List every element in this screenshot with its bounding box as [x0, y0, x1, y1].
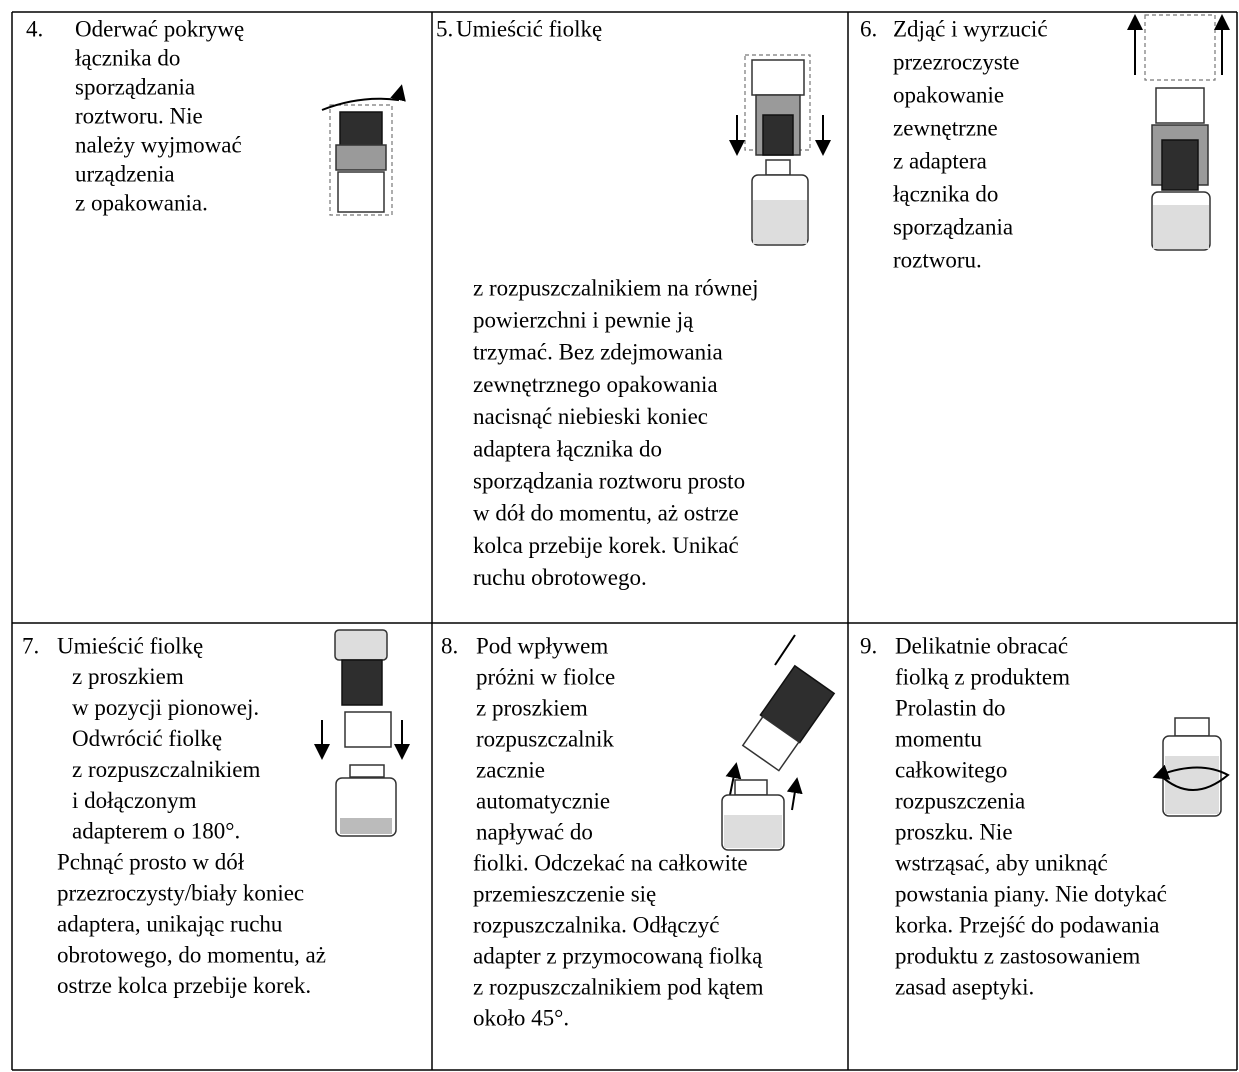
- step-text-line: zewnętrznego opakowania: [473, 372, 718, 397]
- step-text-line: urządzenia: [75, 161, 175, 186]
- step-text-line: Oderwać pokrywę: [75, 16, 244, 41]
- illustration-5: [729, 54, 831, 246]
- step-text-line: Pod wpływem: [476, 633, 608, 658]
- illustration-6: [1127, 14, 1230, 251]
- step-number: 4.: [26, 16, 43, 41]
- step-text-line: próżni w fiolce: [476, 664, 615, 689]
- illustration-4: [321, 84, 406, 216]
- step-text-line: sporządzania: [75, 74, 195, 99]
- step-text-line: zewnętrzne: [893, 115, 998, 140]
- step-text-line: korka. Przejść do podawania: [895, 912, 1159, 937]
- step-text-line: powierzchni i pewnie ją: [473, 307, 694, 332]
- step-text-line: przemieszczenie się: [473, 881, 656, 906]
- step-text-line: i dołączonym: [72, 788, 197, 813]
- step-number: 8.: [441, 633, 458, 658]
- step-text-line: w pozycji pionowej.: [72, 695, 259, 720]
- step-text-line: zacznie: [476, 757, 545, 782]
- step-text-line: rozpuszczenia: [895, 788, 1025, 813]
- step-text-line: przezroczyste: [893, 49, 1019, 74]
- step-text-line: sporządzania: [893, 214, 1013, 239]
- step-text-line: ostrze kolca przebije korek.: [57, 973, 311, 998]
- step-text-line: przezroczysty/biały koniec: [57, 880, 304, 905]
- step-number: 7.: [22, 633, 39, 658]
- step-text-line: Prolastin do: [895, 695, 1006, 720]
- step-text-line: adaptera łącznika do: [473, 436, 662, 461]
- step-text-line: należy wyjmować: [75, 132, 242, 157]
- illustration-7: [314, 629, 410, 837]
- step-text-line: całkowitego: [895, 757, 1007, 782]
- step-text-line: adaptera, unikając ruchu: [57, 911, 283, 936]
- cell-texts: 4. Oderwać pokrywę łącznika do sporządzania…: [22, 16, 1167, 1030]
- step-number: 9.: [860, 633, 877, 658]
- step-text-line: Odwrócić fiolkę: [72, 726, 222, 751]
- step-text-line: z proszkiem: [72, 664, 184, 689]
- step-text-line: roztworu. Nie: [75, 103, 203, 128]
- step-text-line: około 45°.: [473, 1005, 569, 1030]
- step-text-line: napływać do: [476, 819, 593, 844]
- illustration-9: [1152, 717, 1230, 817]
- step-text-line: Pchnąć prosto w dół: [57, 850, 245, 875]
- step-text-line: z proszkiem: [476, 695, 588, 720]
- step-text-line: z adaptera: [893, 148, 987, 173]
- step-text-line: automatycznie: [476, 788, 610, 813]
- step-text-line: Zdjąć i wyrzucić: [893, 16, 1048, 41]
- step-text-line: z opakowania.: [75, 190, 208, 215]
- step-text-line: sporządzania roztworu prosto: [473, 468, 745, 493]
- step-text-line: z rozpuszczalnikiem na równej: [473, 275, 758, 300]
- step-text-line: Umieścić fiolkę: [57, 633, 203, 658]
- step-text-line: Umieścić fiolkę: [456, 16, 602, 41]
- step-text-line: rozpuszczalnika. Odłączyć: [473, 912, 719, 937]
- step-text-line: adapterem o 180°.: [72, 819, 240, 844]
- step-text-line: nacisnąć niebieski koniec: [473, 404, 708, 429]
- illustration-8: [721, 634, 836, 851]
- step-text-line: wstrząsać, aby uniknąć: [895, 850, 1108, 875]
- step-text-line: rozpuszczalnik: [476, 726, 614, 751]
- step-text-line: łącznika do: [893, 181, 998, 206]
- step-number: 6.: [860, 16, 877, 41]
- step-text-line: fiolki. Odczekać na całkowite: [473, 850, 748, 875]
- step-text-line: proszku. Nie: [895, 819, 1013, 844]
- table-grid: [11, 11, 1238, 1071]
- step-text-line: Delikatnie obracać: [895, 633, 1068, 658]
- step-text-line: powstania piany. Nie dotykać: [895, 881, 1167, 906]
- step-text-line: trzymać. Bez zdejmowania: [473, 340, 723, 365]
- step-text-line: obrotowego, do momentu, aż: [57, 942, 326, 967]
- step-text-line: momentu: [895, 726, 982, 751]
- step-text-line: produktu z zastosowaniem: [895, 943, 1140, 968]
- step-number: 5.: [436, 16, 453, 41]
- step-text-line: łącznika do: [75, 45, 180, 70]
- step-text-line: fiolką z produktem: [895, 664, 1070, 689]
- step-text-line: zasad aseptyki.: [895, 974, 1034, 999]
- step-text-line: kolca przebije korek. Unikać: [473, 533, 739, 558]
- step-text-line: adapter z przymocowaną fiolką: [473, 943, 763, 968]
- step-text-line: opakowanie: [893, 82, 1004, 107]
- step-text-line: z rozpuszczalnikiem pod kątem: [473, 974, 764, 999]
- step-text-line: ruchu obrotowego.: [473, 565, 647, 590]
- step-text-line: w dół do momentu, aż ostrze: [473, 501, 739, 526]
- step-text-line: roztworu.: [893, 247, 982, 272]
- step-text-line: z rozpuszczalnikiem: [72, 757, 260, 782]
